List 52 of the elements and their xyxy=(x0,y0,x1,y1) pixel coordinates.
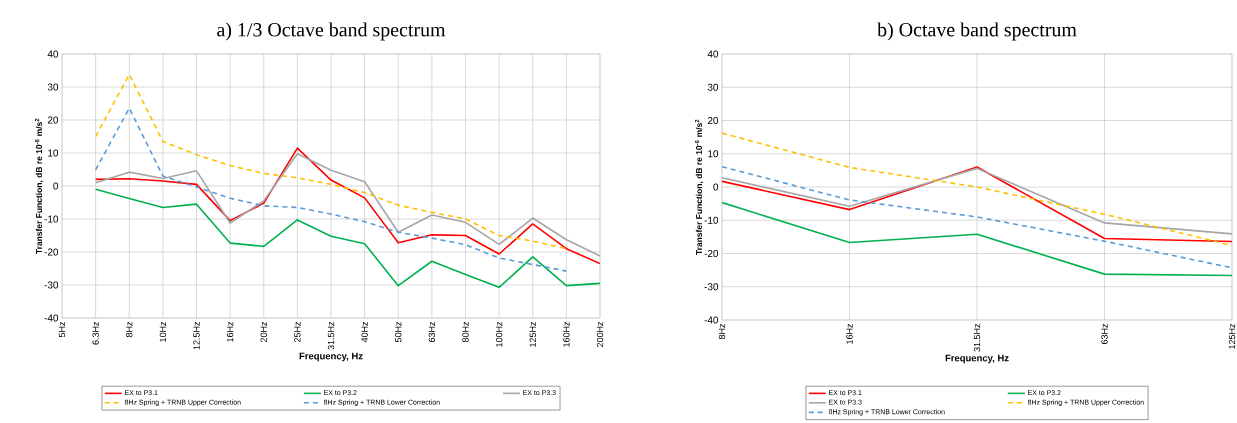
y-tick-label: 10 xyxy=(708,150,719,158)
x-tick-label: 80Hz xyxy=(462,321,469,343)
line-series xyxy=(94,73,568,250)
x-tick-label: 31.5Hz xyxy=(327,321,335,350)
x-tick-label: 20Hz xyxy=(260,321,267,342)
x-tick-label: 25Hz xyxy=(294,321,301,342)
y-tick-label: -30 xyxy=(44,281,59,289)
x-axis-title: Frequency, Hz xyxy=(945,354,1009,364)
line-series xyxy=(94,107,568,272)
y-tick-label: -40 xyxy=(44,314,59,322)
y-tick-label: 0 xyxy=(53,182,59,190)
x-tick-label: 12.5Hz xyxy=(193,321,200,350)
x-axis-title: Frequency, Hz xyxy=(299,352,363,362)
x-tick-label: 63Hz xyxy=(428,321,436,342)
chart-title: b) Octave band spectrum xyxy=(877,22,1077,41)
x-tick-label: 8Hz xyxy=(126,321,133,338)
line-series xyxy=(722,201,1233,277)
line-series xyxy=(722,165,1233,269)
y-axis-title: Transfer Function, dB re 10$^{-6}$ m/s$^{2}$ xyxy=(694,119,704,255)
x-tick-label: 125Hz xyxy=(529,321,536,347)
y-tick-label: 10 xyxy=(48,149,59,157)
x-tick-label: 40Hz xyxy=(361,321,368,343)
x-tick-label: 6.3Hz xyxy=(92,321,99,345)
x-tick-label: 10Hz xyxy=(159,321,167,342)
y-tick-label: 20 xyxy=(707,116,719,125)
y-tick-label: -20 xyxy=(704,249,719,258)
x-tick-label: 31.5Hz xyxy=(973,323,981,352)
x-tick-label: 125Hz xyxy=(1228,323,1236,349)
y-tick-label: 0 xyxy=(713,183,719,191)
x-tick-label: 100Hz xyxy=(495,321,503,347)
y-tick-label: 20 xyxy=(47,116,59,124)
y-axis-title: Transfer Function, dB re 10$^{-6}$ m/s$^{2}$ xyxy=(34,118,44,254)
x-tick-label: 50Hz xyxy=(395,321,402,343)
line-series xyxy=(722,132,1233,247)
y-tick-label: -30 xyxy=(704,283,719,291)
line-series xyxy=(94,188,601,289)
x-tick-label: 200Hz xyxy=(596,321,604,347)
x-tick-label: 5Hz xyxy=(58,321,66,338)
x-tick-label: 160Hz xyxy=(563,321,570,347)
y-tick-label: -10 xyxy=(704,216,719,224)
y-tick-label: -10 xyxy=(44,215,59,223)
x-tick-label: 16Hz xyxy=(846,323,853,344)
x-tick-label: 63Hz xyxy=(1101,323,1108,344)
y-tick-label: -40 xyxy=(704,316,719,324)
y-tick-label: -20 xyxy=(44,248,59,256)
y-tick-label: 30 xyxy=(707,83,719,91)
y-tick-label: 30 xyxy=(47,83,59,91)
x-tick-label: 8Hz xyxy=(718,323,726,340)
y-tick-label: 40 xyxy=(707,50,719,58)
y-tick-label: 40 xyxy=(47,50,59,58)
x-tick-label: 16Hz xyxy=(226,321,234,342)
chart-title: a) 1/3 Octave band spectrum xyxy=(217,22,446,41)
